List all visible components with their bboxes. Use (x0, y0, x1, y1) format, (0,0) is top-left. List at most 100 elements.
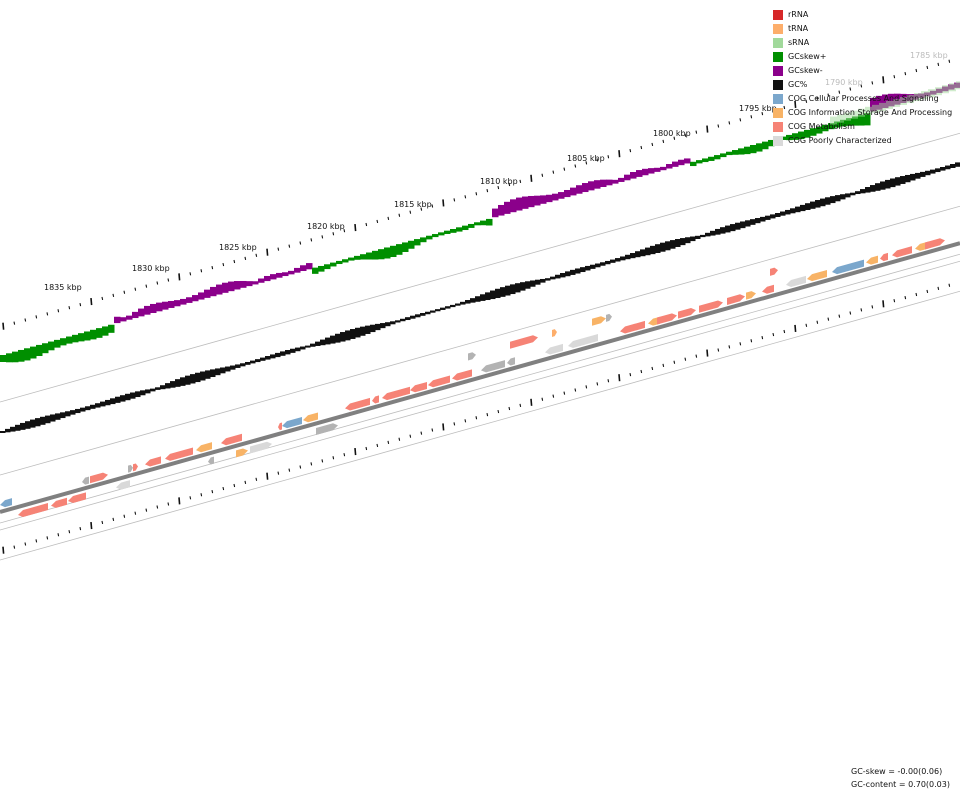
gc-skew-positive-bar (858, 114, 865, 126)
gc-content-bar (755, 218, 761, 224)
inner-tick-mark (893, 299, 896, 303)
gc-skew-positive-bar (372, 250, 379, 260)
inner-tick-mark (211, 490, 214, 494)
gc-content-bar (385, 322, 391, 327)
outer-tick-mark (211, 266, 214, 270)
outer-tick-mark (486, 189, 489, 193)
gc-content-bar (45, 415, 51, 424)
inner-tick-mark (926, 289, 929, 294)
gc-skew-negative-bar (156, 302, 163, 312)
outer-tick-mark (189, 272, 192, 276)
gc-skew-positive-bar (312, 267, 319, 274)
gene-feature-arrow (568, 334, 598, 349)
gc-skew-positive-bar (78, 333, 85, 342)
gene-feature-arrow (699, 300, 723, 313)
outer-tick-mark (112, 293, 115, 297)
inner-tick-mark (541, 397, 544, 401)
gc-content-bar (685, 237, 691, 244)
gc-content-bar (305, 345, 311, 348)
gc-content-bar (270, 354, 276, 359)
gc-content-bar (665, 241, 671, 251)
gc-skew-negative-bar (600, 179, 607, 187)
gc-content-bar (160, 385, 166, 390)
outer-tick-mark (475, 192, 478, 196)
gc-skew-positive-bar (402, 242, 409, 252)
outer-tick-mark (255, 253, 258, 257)
gc-skew-negative-bar (630, 172, 637, 179)
gc-skew-faded-bar (907, 95, 914, 104)
gc-skew-negative-bar (264, 275, 271, 282)
gc-content-bar (360, 326, 366, 336)
gene-feature-arrow (620, 320, 645, 334)
gc-skew-positive-bar (330, 262, 337, 267)
inner-tick-mark (255, 477, 258, 481)
gc-content-bar (825, 197, 831, 205)
gc-content-bar (635, 251, 641, 258)
outer-tick-mark (156, 281, 159, 285)
gc-skew-positive-bar (348, 257, 355, 261)
gc-content-bar (840, 194, 846, 200)
gc-skew-faded-bar (935, 87, 942, 96)
gc-content-bar (670, 240, 676, 249)
inner-tick-mark (871, 305, 874, 309)
gc-skew-negative-bar (282, 272, 289, 277)
gc-content-bar (215, 368, 221, 376)
gc-skew-faded-bar (886, 100, 893, 109)
gene-feature-arrow (221, 433, 242, 446)
gc-skew-negative-bar (294, 267, 301, 273)
inner-tick-mark (684, 357, 687, 361)
gc-content-bar (265, 356, 271, 360)
inner-tick-mark (178, 497, 181, 505)
gc-skew-positive-bar (432, 234, 439, 238)
gene-feature-arrow (68, 492, 86, 504)
gc-skew-positive-bar (792, 133, 799, 140)
gc-skew-positive-bar (738, 148, 745, 155)
gc-content-bar (125, 393, 131, 401)
gc-content-bar (395, 320, 401, 323)
gc-skew-faded-bar (914, 93, 921, 102)
gc-content-bar (100, 401, 106, 407)
gc-content-bar (620, 256, 626, 261)
gene-feature-arrow (128, 464, 133, 473)
inner-tick-mark (629, 372, 632, 377)
gc-skew-positive-bar (708, 156, 715, 161)
gc-content-bar (295, 347, 301, 352)
gc-content-bar (930, 169, 936, 174)
gc-skew-positive-bar (474, 222, 481, 226)
outer-tick-mark (343, 229, 346, 233)
gc-skew-positive-bar (66, 336, 73, 344)
outer-tick-mark (365, 222, 368, 227)
gc-skew-faded-bar (865, 106, 872, 115)
gc-content-bar (935, 168, 941, 173)
gene-feature-arrow (762, 284, 774, 294)
gc-skew-positive-bar (108, 324, 115, 333)
gene-feature-arrow (410, 381, 427, 393)
outer-tick-mark (387, 216, 390, 220)
inner-tick-mark (761, 336, 764, 340)
outer-tick-mark (321, 235, 324, 239)
gc-skew-negative-bar (492, 208, 499, 218)
gc-skew-faded-bar (921, 91, 928, 100)
gc-skew-positive-bar (324, 264, 331, 270)
gc-skew-negative-bar (198, 292, 205, 300)
gc-skew-positive-bar (378, 249, 385, 260)
inner-tick-mark (299, 465, 302, 469)
inner-tick-mark (134, 511, 137, 515)
gc-content-bar (550, 276, 556, 280)
gc-content-bar (445, 306, 451, 309)
gc-skew-negative-bar (564, 189, 571, 198)
gc-content-bar (135, 391, 141, 398)
gc-skew-negative-bar (306, 263, 313, 270)
inner-tick-mark (101, 520, 104, 525)
outer-tick-mark (607, 155, 610, 159)
gc-content-bar (765, 215, 771, 220)
gc-content-bar (50, 414, 56, 422)
gc-content-bar (795, 206, 801, 213)
gc-skew-faded-bar (949, 83, 956, 92)
legend-label: tRNA (788, 24, 809, 33)
gc-content-bar (705, 232, 711, 237)
legend: rRNA tRNA sRNA GCskew+ GCskew- GC% COG C… (773, 8, 952, 148)
gc-content-bar (230, 365, 236, 370)
gene-feature-arrow (545, 343, 563, 355)
gc-skew-positive-bar (18, 349, 25, 362)
